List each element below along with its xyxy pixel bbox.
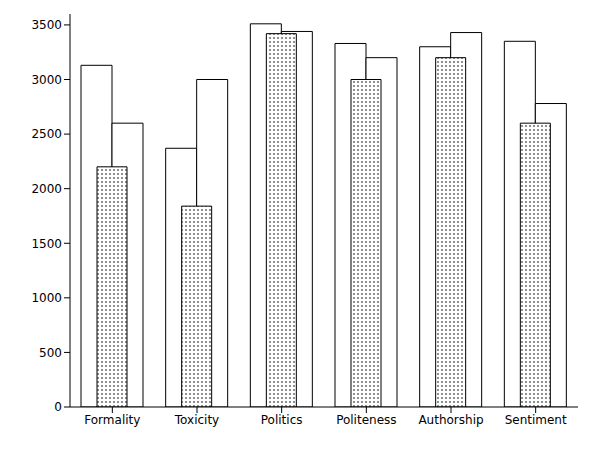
svg-text:500: 500 bbox=[39, 346, 62, 360]
svg-text:2000: 2000 bbox=[31, 182, 62, 196]
svg-text:Sentiment: Sentiment bbox=[505, 413, 567, 427]
svg-text:1000: 1000 bbox=[31, 291, 62, 305]
svg-text:3000: 3000 bbox=[31, 73, 62, 87]
svg-text:3500: 3500 bbox=[31, 18, 62, 32]
svg-text:Politeness: Politeness bbox=[336, 413, 396, 427]
svg-text:Toxicity: Toxicity bbox=[174, 413, 219, 427]
svg-text:Formality: Formality bbox=[84, 413, 140, 427]
svg-text:Politics: Politics bbox=[261, 413, 303, 427]
svg-text:Authorship: Authorship bbox=[418, 413, 483, 427]
svg-text:1500: 1500 bbox=[31, 237, 62, 251]
svg-text:2500: 2500 bbox=[31, 127, 62, 141]
svg-text:0: 0 bbox=[54, 400, 62, 414]
